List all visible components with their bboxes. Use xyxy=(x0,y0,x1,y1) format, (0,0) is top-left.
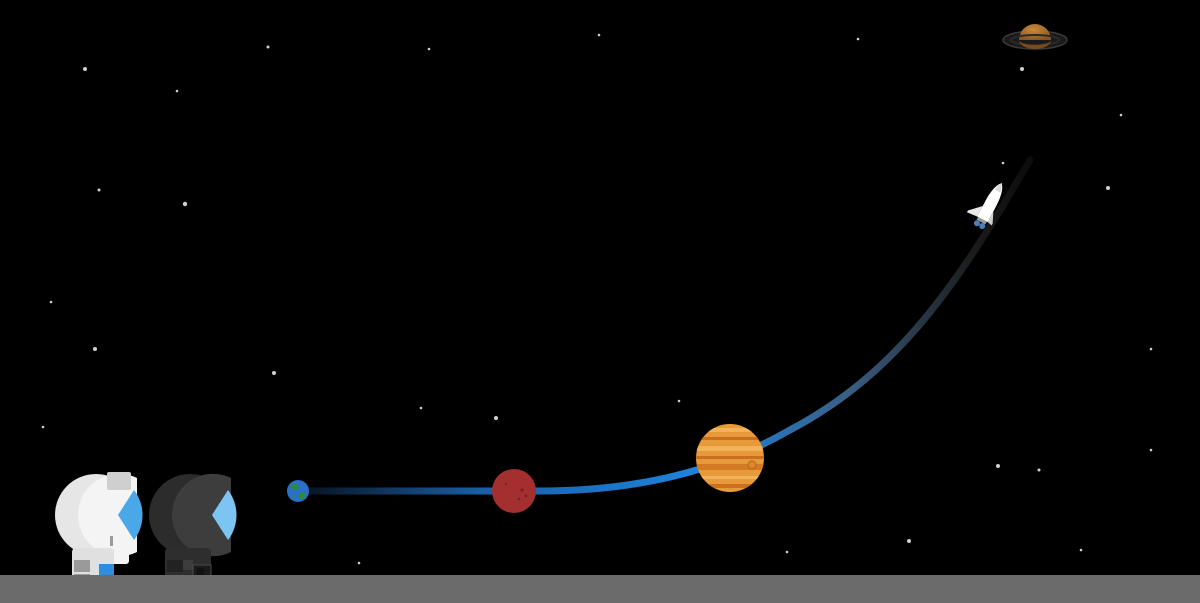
moon-ground xyxy=(0,575,1200,603)
mars-planet xyxy=(492,469,536,513)
trajectory-path xyxy=(301,156,1034,495)
saturn-planet xyxy=(1002,24,1068,50)
starfield xyxy=(41,33,1153,565)
space-shuttle xyxy=(966,183,1003,230)
earth-planet xyxy=(287,480,309,502)
jupiter-planet xyxy=(696,424,764,492)
